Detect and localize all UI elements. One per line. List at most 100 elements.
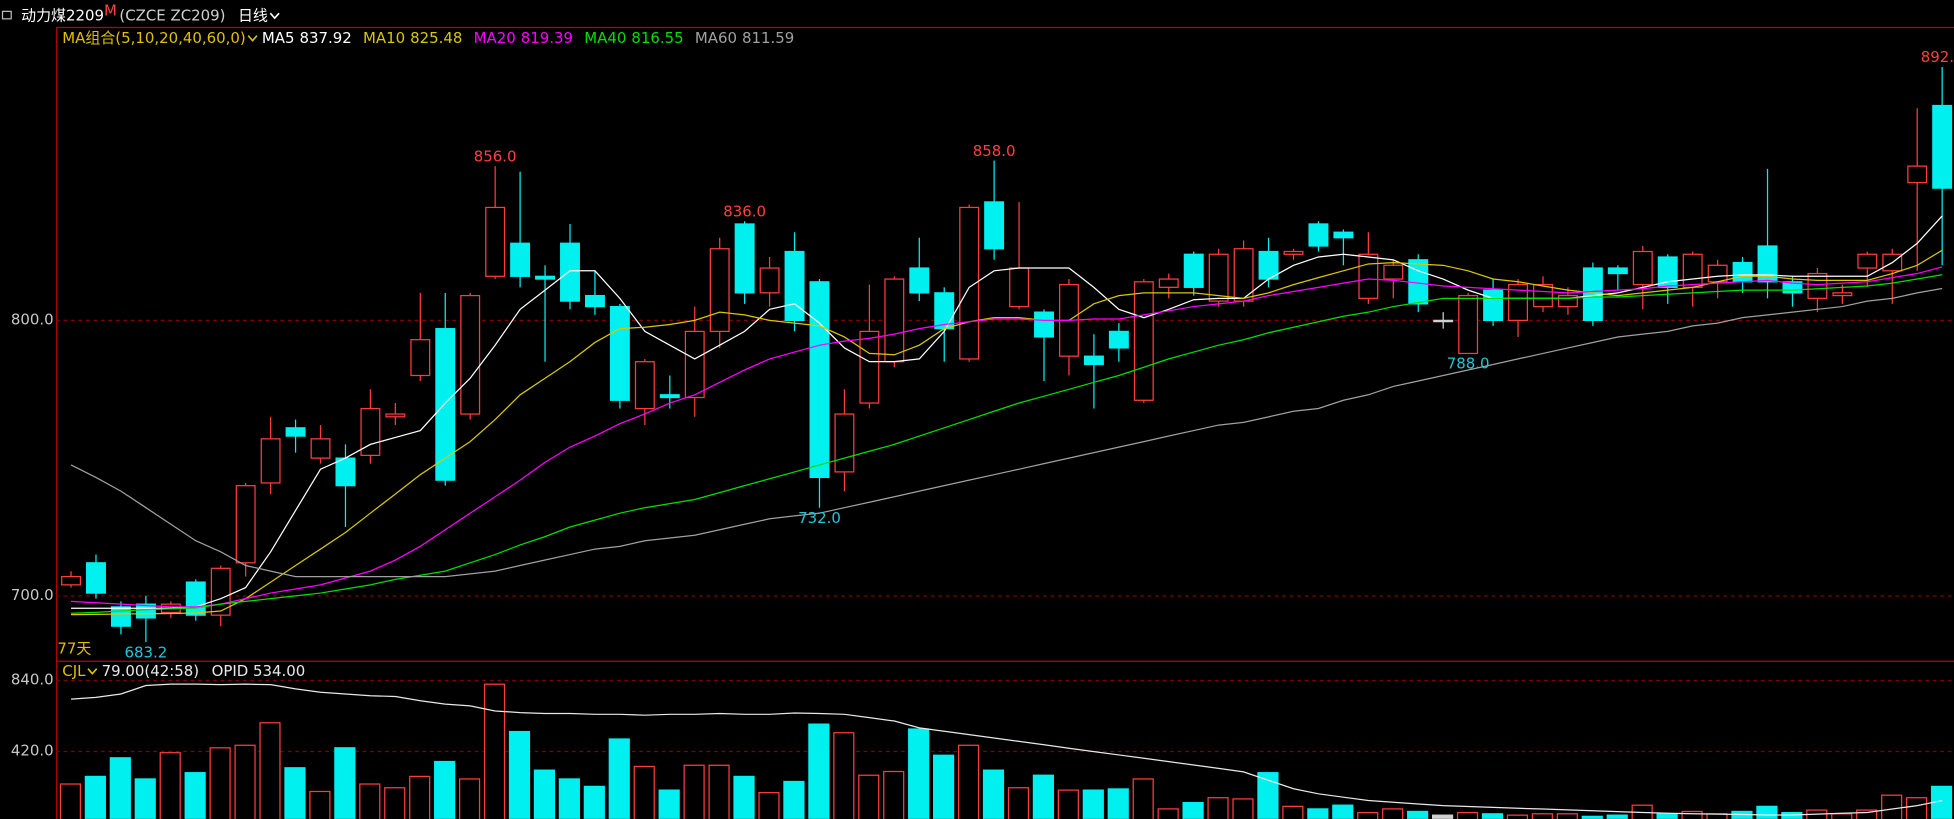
volume-bar	[933, 754, 955, 819]
candle-body	[659, 394, 680, 399]
candle-body	[285, 427, 306, 437]
plot-area	[59, 683, 1953, 819]
volume-bar	[1731, 810, 1753, 819]
volume-bar	[434, 760, 456, 819]
volume-bar	[1556, 813, 1578, 819]
candle-body	[1208, 253, 1229, 302]
y-tick-label: 800.0	[11, 310, 54, 328]
volume-bar	[234, 744, 256, 819]
volume-bar	[259, 722, 281, 819]
volume-bar	[359, 783, 381, 819]
legend-name: MA5	[262, 29, 295, 47]
volume-bar	[1307, 808, 1329, 819]
candle-body	[310, 438, 331, 459]
candle-body	[684, 330, 705, 399]
volume-bar	[1282, 805, 1304, 819]
candle-body	[460, 294, 481, 415]
volume-bar	[458, 778, 481, 819]
volume-bar	[1656, 813, 1678, 819]
symbol-name: 动力煤2209	[21, 6, 104, 24]
volume-bar	[758, 792, 780, 819]
candle-body	[1857, 253, 1878, 269]
dropdown-caret[interactable]	[87, 668, 98, 675]
extreme-label: 858.0	[973, 142, 1016, 160]
volume-bar	[284, 767, 306, 819]
volume-bar	[1531, 813, 1553, 819]
extreme-label: 892.0	[1921, 48, 1954, 66]
extreme-label: 683.2	[124, 643, 167, 661]
candle-body	[1557, 294, 1578, 308]
candle-body	[1133, 281, 1154, 401]
candle-body	[1682, 253, 1703, 288]
legend-name: MA40	[584, 29, 626, 47]
candle-body	[1582, 267, 1603, 322]
volume-bar	[1781, 811, 1803, 819]
candle-body	[260, 438, 281, 484]
extreme-label: 732.0	[798, 509, 841, 527]
candle-body	[734, 223, 755, 294]
candle-body	[1358, 253, 1379, 299]
candle-body	[584, 294, 605, 308]
y-tick-label: 420.0	[11, 742, 54, 760]
candle-body	[61, 575, 82, 586]
bar-count-note: 77天	[57, 639, 91, 657]
volume-bar	[957, 744, 980, 819]
dropdown-caret[interactable]	[247, 35, 258, 42]
candle-body	[1433, 319, 1454, 323]
volume-bar	[1157, 808, 1179, 819]
volume-bar	[134, 778, 156, 819]
indicator-line	[71, 274, 1943, 614]
volume-bar	[1431, 814, 1454, 819]
candle-body	[1183, 253, 1204, 288]
candle-body	[1283, 250, 1304, 255]
candle-body	[535, 275, 556, 280]
volume-bar	[184, 772, 206, 819]
volume-bar	[1057, 789, 1079, 819]
candle-body	[859, 330, 880, 404]
candle-body	[1034, 311, 1054, 338]
indicator-selector[interactable]: MA组合(5,10,20,40,60,0)	[62, 29, 245, 47]
indicator-selector[interactable]: CJL	[62, 662, 86, 680]
volume-bar	[209, 747, 231, 819]
volume-bar	[633, 765, 655, 819]
volume-bar	[1681, 810, 1703, 819]
volume-bar	[1756, 805, 1778, 819]
indicator-line	[71, 215, 1943, 609]
candle-body	[435, 328, 456, 481]
indicator-line	[71, 249, 1943, 616]
contract-code: (CZCE ZC209)	[119, 6, 225, 24]
volume-bar	[558, 778, 580, 819]
candle-body	[834, 413, 855, 473]
symbol-badge: M	[104, 1, 117, 19]
candle-body	[385, 413, 406, 418]
volume-bar	[159, 752, 181, 819]
candle-body	[784, 250, 805, 322]
volume-bar	[109, 757, 131, 819]
indicator-line	[70, 287, 1943, 578]
candle-body	[510, 242, 531, 277]
volume-bar	[1506, 814, 1529, 819]
y-tick-label: 700.0	[11, 586, 54, 604]
dropdown-caret[interactable]	[269, 12, 280, 20]
candle-body	[1083, 355, 1104, 366]
volume-bar	[483, 683, 506, 819]
volume-bar	[1357, 811, 1379, 819]
volume-bar	[1257, 772, 1279, 819]
period-selector[interactable]: 日线	[238, 6, 268, 24]
volume-bar	[1132, 778, 1154, 819]
candle-body	[1383, 264, 1404, 280]
volume-bar	[833, 732, 855, 819]
indicator-params: 79.00(42:58)	[102, 662, 199, 680]
volume-bar	[309, 790, 331, 819]
candle-body	[110, 606, 131, 627]
volume-bar	[908, 728, 930, 819]
volume-bar	[982, 769, 1005, 819]
candle-body	[1458, 294, 1479, 355]
volume-bar	[1407, 810, 1429, 819]
candle-body	[1483, 289, 1504, 322]
legend-name: MA10	[363, 29, 405, 47]
volume-bar	[683, 764, 705, 819]
